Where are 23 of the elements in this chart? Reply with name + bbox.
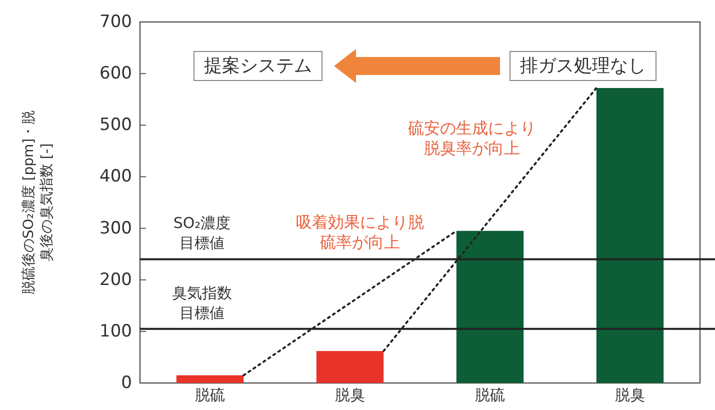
bar (596, 88, 664, 383)
y-tick-label: 500 (100, 115, 132, 136)
x-tick-label: 脱硫 (195, 386, 225, 404)
y-tick-label: 200 (100, 270, 132, 290)
ref-line-label: 臭気指数目標値 (172, 284, 232, 322)
x-tick-label: 脱硫 (475, 386, 505, 404)
ref-line-label: SO₂濃度目標値 (173, 214, 231, 252)
bar (316, 351, 384, 383)
bar (176, 375, 244, 383)
y-tick-label: 100 (100, 321, 132, 342)
x-tick-label: 脱臭 (615, 386, 645, 404)
y-tick-label: 300 (100, 218, 132, 238)
y-tick-label: 0 (121, 373, 132, 393)
y-tick-label: 400 (100, 166, 132, 187)
annotation: 排ガス処理なし (520, 56, 646, 76)
bar (456, 230, 524, 383)
annotation: 提案システム (204, 56, 312, 76)
annotation: 吸着効果により脱硫率が向上 (296, 212, 424, 252)
x-tick-label: 脱臭 (335, 386, 365, 404)
y-axis-title: 脱硫後のSO₂濃度 [ppm]・脱臭後の臭気指数 [-] (21, 110, 55, 295)
annotation: 硫安の生成により脱臭率が向上 (408, 118, 536, 158)
y-tick-label: 700 (100, 12, 132, 32)
y-tick-label: 600 (100, 64, 132, 84)
